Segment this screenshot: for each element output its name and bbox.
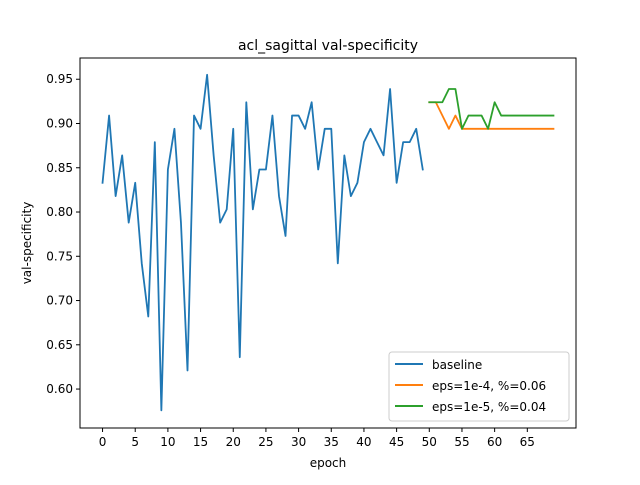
y-tick-label: 0.70 — [46, 294, 73, 308]
series-layer — [101, 73, 555, 412]
y-tick-label: 0.60 — [46, 382, 73, 396]
x-tick-label: 10 — [160, 435, 175, 449]
legend: baseline eps=1e-4, %=0.06 eps=1e-5, %=0.… — [388, 351, 570, 422]
series-line-2 — [428, 88, 555, 130]
x-tick-label: 55 — [454, 435, 469, 449]
y-axis: 0.60 0.65 0.70 0.75 0.80 0.85 0.90 0.95 — [46, 72, 80, 396]
legend-box — [388, 351, 570, 422]
x-tick-label: 0 — [99, 435, 107, 449]
x-tick-label: 50 — [422, 435, 437, 449]
x-tick-label: 40 — [356, 435, 371, 449]
x-axis-label: epoch — [310, 456, 347, 470]
series-line-1 — [428, 101, 555, 130]
x-tick-label: 65 — [520, 435, 535, 449]
y-tick-label: 0.90 — [46, 117, 73, 131]
chart-title: acl_sagittal val-specificity — [238, 38, 418, 54]
y-axis-label: val-specificity — [20, 202, 34, 285]
y-tick-label: 0.80 — [46, 205, 73, 219]
y-tick-label: 0.75 — [46, 249, 73, 263]
series-line-0 — [101, 73, 424, 412]
y-tick-label: 0.65 — [46, 338, 73, 352]
x-tick-label: 25 — [258, 435, 273, 449]
y-tick-label: 0.95 — [46, 72, 73, 86]
plot-area-frame — [79, 57, 577, 429]
x-tick-label: 60 — [487, 435, 502, 449]
x-tick-label: 15 — [193, 435, 208, 449]
legend-label-eps-1e-4: eps=1e-4, %=0.06 — [432, 379, 546, 393]
x-tick-label: 30 — [291, 435, 306, 449]
x-axis: 0 5 10 15 20 25 30 35 40 45 50 55 60 65 — [99, 428, 535, 449]
y-tick-label: 0.85 — [46, 161, 73, 175]
legend-label-eps-1e-5: eps=1e-5, %=0.04 — [432, 400, 546, 414]
x-tick-label: 45 — [389, 435, 404, 449]
x-tick-label: 20 — [226, 435, 241, 449]
x-tick-label: 35 — [324, 435, 339, 449]
legend-label-baseline: baseline — [432, 358, 482, 372]
x-tick-label: 5 — [131, 435, 139, 449]
